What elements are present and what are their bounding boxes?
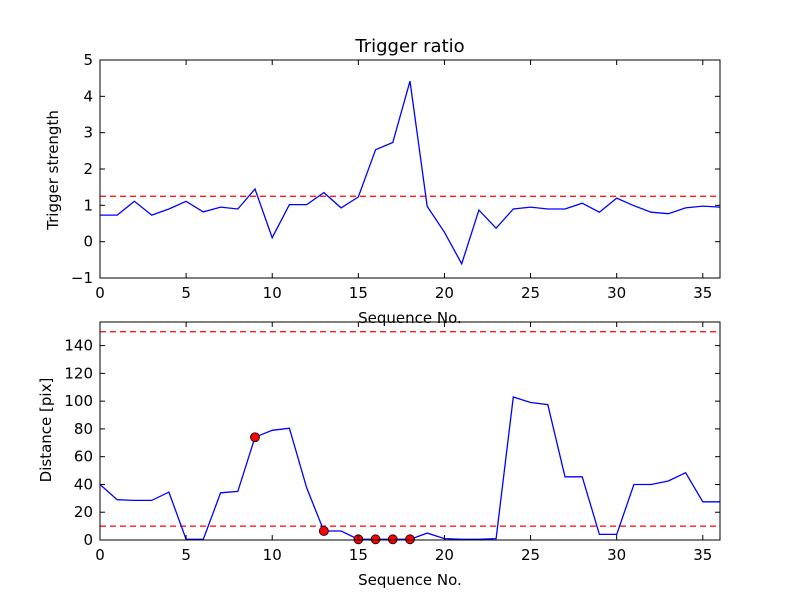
- y-axis-label: Distance [pix]: [37, 378, 55, 483]
- distance-chart: 0 5 10 15 20 25 30 35 0 20 40 60 80 100 120 140 Sequenc…: [37, 321, 721, 589]
- x-tick-label: 20: [435, 284, 454, 302]
- x-tick-label: 5: [181, 284, 191, 302]
- data-point-marker: [387, 534, 398, 545]
- x-tick-label: 20: [435, 546, 454, 564]
- y-tick-label: 60: [74, 448, 93, 466]
- y-tick-label: 5: [83, 51, 93, 69]
- y-tick-label: 0: [83, 233, 93, 251]
- distance-axes-frame: [99, 321, 721, 541]
- y-tick-label: 0: [83, 531, 93, 549]
- y-tick-label: −1: [71, 269, 93, 287]
- data-point-marker: [250, 432, 260, 443]
- x-tick-label: 10: [263, 284, 282, 302]
- y-tick-label: 3: [83, 124, 93, 142]
- x-axis-label: Sequence No.: [358, 571, 462, 589]
- trigger-ratio-plot-area: [100, 80, 720, 266]
- data-point-marker: [405, 534, 415, 545]
- x-tick-label: 0: [95, 284, 105, 302]
- x-tick-label: 15: [349, 284, 368, 302]
- series-line: [100, 80, 720, 266]
- x-tick-label: 15: [349, 546, 368, 564]
- distance-plot-area: [100, 331, 720, 545]
- x-axis-label: Sequence No.: [358, 309, 462, 327]
- chart-title: Trigger ratio: [354, 36, 464, 57]
- x-tick-label: 25: [521, 284, 540, 302]
- x-tick-label: 10: [263, 546, 282, 564]
- x-tick-label: 35: [693, 284, 712, 302]
- x-tick-label: 30: [607, 284, 626, 302]
- x-tick-label: 25: [521, 546, 540, 564]
- y-tick-label: 120: [64, 364, 93, 382]
- y-tick-label: 100: [64, 392, 93, 410]
- y-axis-label: Trigger strength: [44, 110, 62, 231]
- trigger-ratio-axes-frame: [99, 59, 721, 279]
- y-tick-label: 1: [83, 196, 93, 214]
- x-tick-label: 0: [95, 546, 105, 564]
- y-tick-label: 2: [83, 160, 93, 178]
- x-tick-label: 5: [181, 546, 191, 564]
- y-tick-label: 40: [74, 475, 93, 493]
- y-tick-label: 80: [74, 420, 93, 438]
- y-tick-label: 4: [83, 87, 93, 105]
- distance-ticks: 0 5 10 15 20 25 30 35 0 20 40 60 80 100 120 140: [64, 322, 720, 564]
- data-point-marker: [318, 526, 329, 536]
- x-tick-label: 30: [607, 546, 626, 564]
- y-tick-label: 20: [74, 503, 93, 521]
- x-tick-label: 35: [693, 546, 712, 564]
- y-tick-label: 140: [64, 337, 93, 355]
- data-point-marker: [370, 534, 381, 545]
